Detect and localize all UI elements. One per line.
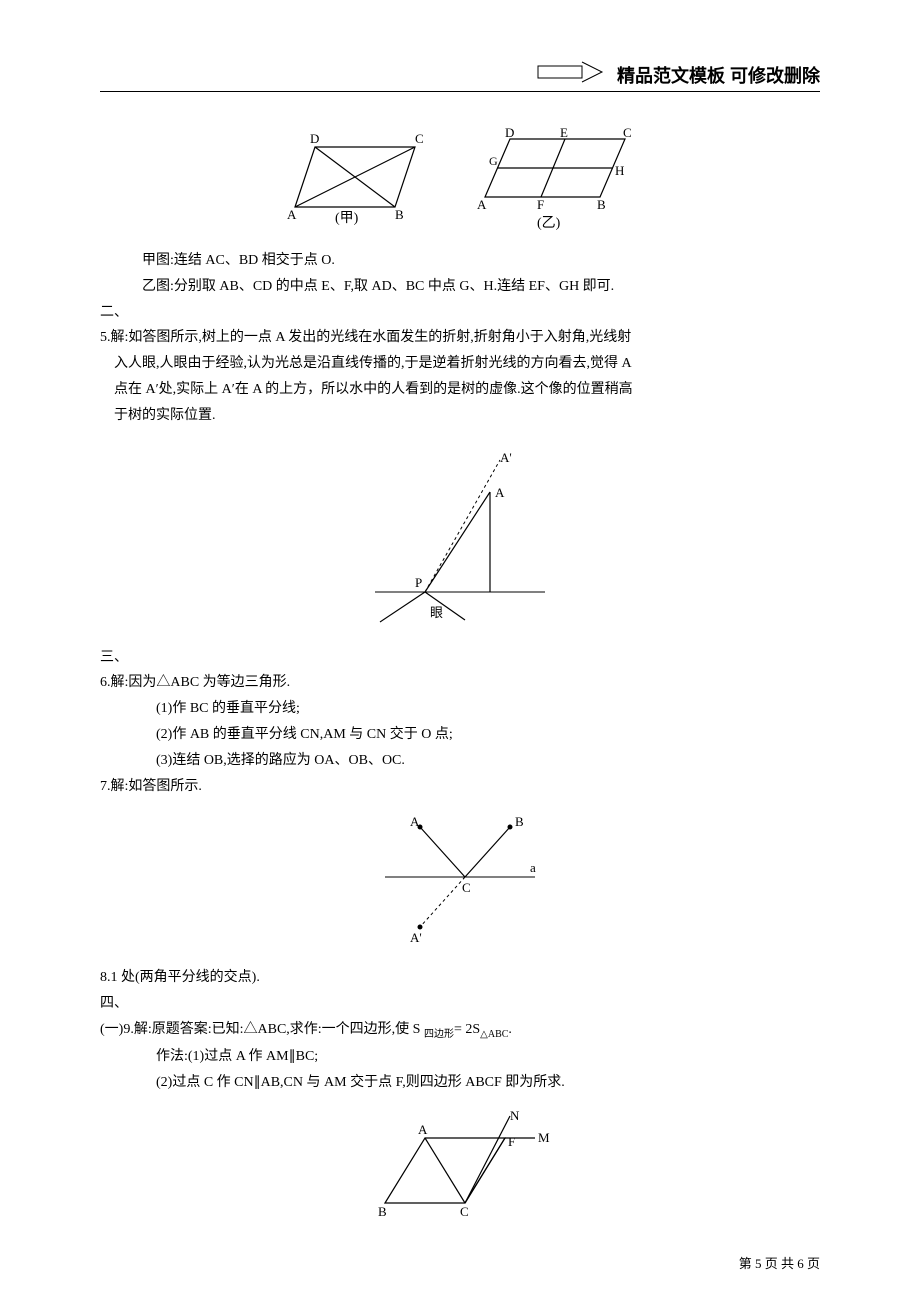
svg-text:B: B	[395, 207, 404, 222]
svg-text:C: C	[415, 131, 424, 146]
svg-text:a: a	[530, 860, 536, 875]
svg-text:C: C	[460, 1204, 469, 1219]
text-line: (2)过点 C 作 CN∥AB,CN 与 AM 交于点 F,则四边形 ABCF …	[100, 1071, 820, 1095]
svg-text:C: C	[623, 127, 632, 140]
header-title: 精品范文模板 可修改删除	[617, 62, 820, 88]
figure-reflection: A B C a A'	[100, 812, 820, 952]
svg-text:M: M	[538, 1130, 550, 1145]
svg-text:G: G	[489, 154, 498, 168]
figure-jia: D C A B (甲)	[275, 127, 435, 237]
text-line: 7.解:如答图所示.	[100, 775, 820, 799]
figure-yi: D E C G H A F B (乙)	[465, 127, 645, 237]
page-header: 精品范文模板 可修改删除	[100, 60, 820, 92]
page-footer: 第 5 页 共 6 页	[739, 1253, 820, 1272]
text-line: 甲图:连结 AC、BD 相交于点 O.	[100, 249, 820, 273]
svg-text:F: F	[537, 197, 544, 212]
svg-text:A: A	[477, 197, 487, 212]
svg-text:D: D	[505, 127, 514, 140]
text-line: 6.解:因为△ABC 为等边三角形.	[100, 671, 820, 695]
text-line: 于树的实际位置.	[100, 404, 820, 428]
figure-parallelogram: A N F M B C	[100, 1108, 820, 1228]
svg-text:A: A	[418, 1122, 428, 1137]
svg-text:E: E	[560, 127, 568, 140]
figure-refraction: A' A B P 眼	[100, 442, 820, 632]
text-line: (2)作 AB 的垂直平分线 CN,AM 与 CN 交于 O 点;	[100, 723, 820, 747]
svg-text:B: B	[515, 814, 524, 829]
text-line: (1)作 BC 的垂直平分线;	[100, 697, 820, 721]
text-line: 作法:(1)过点 A 作 AM∥BC;	[100, 1045, 820, 1069]
text-line: 三、	[100, 646, 820, 670]
svg-text:(乙): (乙)	[537, 215, 561, 231]
text-line: 入人眼,人眼由于经验,认为光总是沿直线传播的,于是逆着折射光线的方向看去,觉得 …	[100, 352, 820, 376]
text-line: 5.解:如答图所示,树上的一点 A 发出的光线在水面发生的折射,折射角小于入射角…	[100, 326, 820, 350]
svg-text:B: B	[378, 1204, 387, 1219]
svg-text:F: F	[508, 1134, 515, 1149]
svg-text:A: A	[495, 485, 505, 500]
svg-text:A': A'	[500, 450, 512, 465]
text-line: 点在 A′处,实际上 A′在 A 的上方，所以水中的人看到的是树的虚像.这个像的…	[100, 378, 820, 402]
text-line: 8.1 处(两角平分线的交点).	[100, 966, 820, 990]
main-content: 甲图:连结 AC、BD 相交于点 O. 乙图:分别取 AB、CD 的中点 E、F…	[100, 249, 820, 1228]
svg-text:P: P	[415, 575, 422, 590]
svg-text:A: A	[287, 207, 297, 222]
svg-text:N: N	[510, 1108, 520, 1123]
svg-text:(甲): (甲)	[335, 211, 359, 226]
svg-text:A': A'	[410, 930, 422, 945]
text-line: (3)连结 OB,选择的路应为 OA、OB、OC.	[100, 749, 820, 773]
svg-text:B: B	[597, 197, 606, 212]
text-line: 乙图:分别取 AB、CD 的中点 E、F,取 AD、BC 中点 G、H.连结 E…	[100, 275, 820, 299]
svg-text:H: H	[615, 163, 624, 178]
text-line: (一)9.解:原题答案:已知:△ABC,求作:一个四边形,使 S 四边形= 2S…	[100, 1018, 820, 1043]
arrow-icon	[537, 60, 607, 89]
svg-text:C: C	[462, 880, 471, 895]
figures-top: D C A B (甲) D E C G H A F B (乙)	[100, 127, 820, 237]
svg-text:D: D	[310, 131, 319, 146]
text-line: 二、	[100, 301, 820, 325]
text-line: 四、	[100, 992, 820, 1016]
svg-text:眼: 眼	[430, 605, 443, 620]
svg-text:A: A	[410, 814, 420, 829]
